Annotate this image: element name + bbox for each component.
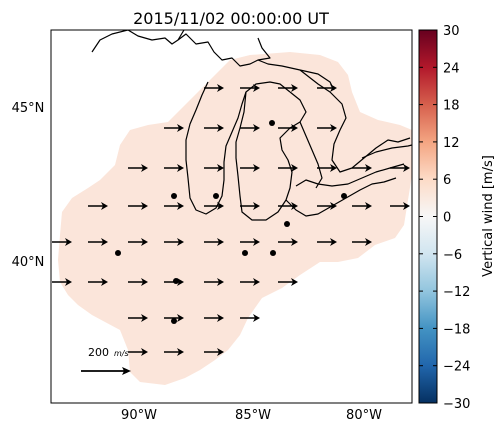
colorbar-ticks: 30 24 18 12 6 0 −6 −12 −18 −24 −30 — [419, 24, 470, 412]
data-coverage-region — [58, 52, 412, 385]
wind-arrow-head — [365, 202, 372, 210]
wind-arrow-head — [330, 238, 337, 246]
colorbar-tick-label: 0 — [443, 211, 451, 226]
colorbar-tick-label: 30 — [443, 24, 460, 39]
station-dot — [284, 221, 290, 227]
lon-label-85w: 85°W — [235, 408, 271, 423]
wind-arrow-head — [217, 84, 224, 92]
station-markers — [115, 120, 347, 324]
colorbar-tick-label: 18 — [443, 99, 460, 114]
wind-arrow-head — [141, 278, 148, 286]
latitude-labels: 45°N 40°N — [12, 101, 45, 270]
lat-label-45: 45°N — [12, 101, 45, 116]
wind-arrow-head — [330, 124, 337, 132]
wind-arrow-head — [291, 124, 298, 132]
colorbar-tick-label: −12 — [443, 285, 470, 300]
wind-arrow-head — [403, 164, 410, 172]
wind-arrow-head — [365, 238, 372, 246]
wind-arrow-head — [217, 124, 224, 132]
wind-arrow-head — [177, 314, 184, 322]
wind-arrow-head — [330, 84, 337, 92]
colorbar: 30 24 18 12 6 0 −6 −12 −18 −24 −30 Vertical wind [… — [418, 24, 496, 412]
scale-arrow: 200 m/s — [81, 346, 131, 375]
wind-arrow-head — [291, 238, 298, 246]
colorbar-tick-label: 24 — [443, 61, 460, 76]
wind-arrow-head — [330, 202, 337, 210]
wind-arrow-head — [253, 238, 260, 246]
wind-arrow-head — [253, 164, 260, 172]
colorbar-tick-label: −18 — [443, 322, 470, 337]
wind-arrow-head — [141, 348, 148, 356]
wind-arrow-head — [330, 164, 337, 172]
colorbar-tick-label: −6 — [443, 248, 462, 263]
wind-arrow-head — [177, 348, 184, 356]
lon-label-80w: 80°W — [346, 408, 382, 423]
wind-arrow-head — [177, 238, 184, 246]
wind-arrow-head — [217, 348, 224, 356]
wind-arrow-head — [217, 314, 224, 322]
colorbar-tick-label: 12 — [443, 136, 460, 151]
lon-label-90w: 90°W — [121, 408, 157, 423]
wind-arrow-head — [101, 202, 108, 210]
wind-arrow-head — [177, 202, 184, 210]
wind-arrow-head — [403, 202, 410, 210]
wind-arrow-head — [291, 278, 298, 286]
wind-arrow-head — [65, 238, 72, 246]
wind-arrow-head — [365, 164, 372, 172]
wind-arrow-head — [217, 278, 224, 286]
colorbar-label: Vertical wind [m/s] — [481, 155, 496, 277]
wind-arrow-head — [101, 238, 108, 246]
wind-arrow-head — [141, 164, 148, 172]
station-dot — [171, 318, 177, 324]
map-frame — [50, 29, 413, 404]
wind-arrow-head — [141, 314, 148, 322]
station-dot — [341, 193, 347, 199]
wind-arrow-head — [253, 124, 260, 132]
station-dot — [173, 278, 179, 284]
wind-arrow-head — [291, 202, 298, 210]
map-panel — [50, 29, 413, 404]
wind-arrow-head — [177, 124, 184, 132]
scale-label: 200 — [88, 346, 109, 359]
scale-unit: m/s — [114, 349, 129, 358]
map-title: 2015/11/02 00:00:00 UT — [133, 9, 329, 28]
wind-arrow-head — [65, 278, 72, 286]
wind-arrow-head — [141, 202, 148, 210]
colorbar-tick-label: −24 — [443, 360, 470, 375]
wind-arrow-head — [253, 278, 260, 286]
station-dot — [171, 193, 177, 199]
station-dot — [115, 250, 121, 256]
wind-arrow-head — [217, 202, 224, 210]
wind-arrow-head — [291, 84, 298, 92]
wind-arrow-head — [253, 202, 260, 210]
colorbar-tick-label: −30 — [443, 397, 470, 412]
colorbar-tick-label: 6 — [443, 173, 451, 188]
lat-label-40: 40°N — [12, 255, 45, 270]
wind-arrow-head — [217, 238, 224, 246]
wind-arrow-head — [291, 164, 298, 172]
coastlines — [91, 30, 412, 221]
wind-arrow-head — [253, 84, 260, 92]
station-dot — [269, 120, 275, 126]
wind-arrow-head — [141, 238, 148, 246]
wind-vectors — [52, 84, 410, 356]
wind-arrow-head — [177, 164, 184, 172]
wind-arrow-head — [101, 278, 108, 286]
wind-arrow-head — [217, 164, 224, 172]
wind-arrow-head — [253, 314, 260, 322]
station-dot — [213, 193, 219, 199]
longitude-labels: 90°W 85°W 80°W — [121, 408, 382, 423]
station-dot — [270, 250, 276, 256]
station-dot — [242, 250, 248, 256]
